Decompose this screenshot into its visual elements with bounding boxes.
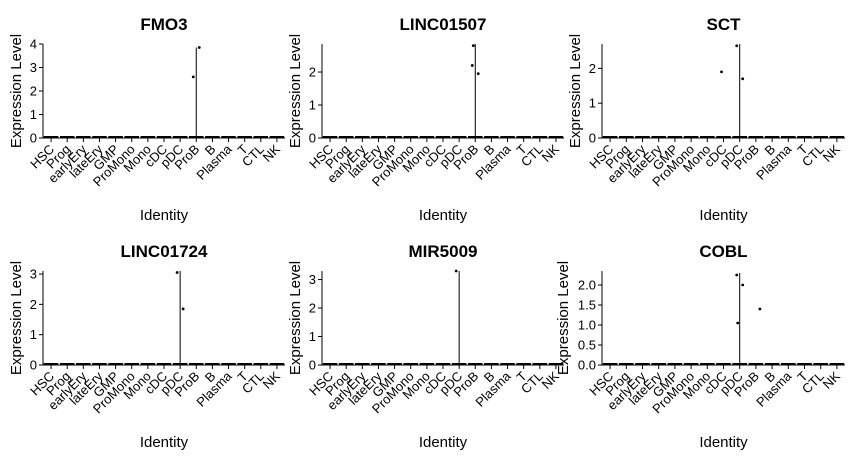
y-tick-label: 1.5: [578, 298, 596, 313]
y-axis-title: Expression Level: [287, 34, 304, 148]
y-tick-label: 2: [309, 301, 316, 316]
y-tick-label: 0: [30, 131, 37, 146]
y-tick-label: 1: [309, 329, 316, 344]
data-point: [197, 46, 201, 49]
x-tick-label: NK: [260, 141, 284, 165]
y-tick-label: 0: [309, 131, 316, 146]
x-axis-title: Identity: [419, 434, 468, 451]
data-point: [735, 273, 739, 277]
panel-title: LINC01724: [121, 242, 208, 261]
y-tick-label: 2: [30, 84, 37, 99]
x-tick-label: Plasma: [472, 141, 514, 183]
y-tick-label: 2: [30, 297, 37, 312]
x-tick-label: Plasma: [193, 368, 235, 410]
x-axis-title: Identity: [140, 434, 189, 451]
y-tick-label: 3: [309, 272, 316, 287]
x-tick-label: NK: [820, 368, 844, 392]
y-tick-label: 2.0: [578, 278, 596, 293]
y-tick-label: 4: [30, 37, 37, 52]
y-tick-label: 3: [30, 60, 37, 75]
data-point: [471, 44, 475, 48]
y-tick-label: 2: [309, 65, 316, 80]
y-axis-title: Expression Level: [555, 261, 572, 375]
data-point: [181, 307, 185, 311]
y-tick-label: 0: [30, 358, 37, 373]
x-axis-title: Identity: [140, 207, 189, 224]
x-tick-label: NK: [539, 141, 563, 165]
data-point: [741, 283, 745, 287]
y-tick-label: 0: [589, 131, 596, 146]
x-tick-label: NK: [260, 368, 284, 392]
x-tick-label: NK: [820, 141, 844, 165]
y-tick-label: 1: [30, 327, 37, 342]
panel-title: MIR5009: [409, 242, 478, 261]
y-tick-label: 0: [309, 358, 316, 373]
y-tick-label: 0.0: [578, 358, 596, 373]
data-point: [476, 72, 480, 76]
y-axis-title: Expression Level: [8, 34, 25, 148]
x-tick-label: Plasma: [472, 368, 514, 410]
data-point: [191, 75, 195, 79]
data-point: [741, 77, 745, 81]
x-axis-title: Identity: [699, 207, 748, 224]
y-tick-label: 1: [589, 96, 596, 111]
data-point: [735, 44, 739, 48]
y-tick-label: 1: [309, 98, 316, 113]
panel-title: LINC01507: [400, 15, 487, 34]
x-axis-title: Identity: [419, 207, 468, 224]
y-axis-title: Expression Level: [8, 261, 25, 375]
y-tick-label: 3: [30, 267, 37, 282]
data-point: [470, 64, 474, 67]
panel-title: FMO3: [140, 15, 187, 34]
data-point: [758, 307, 762, 311]
x-axis-title: Identity: [699, 434, 748, 451]
data-point: [720, 70, 723, 74]
data-point: [175, 271, 179, 274]
x-tick-label: Plasma: [193, 141, 235, 183]
panel-title: SCT: [707, 15, 742, 34]
data-point: [454, 269, 458, 273]
y-axis-title: Expression Level: [287, 261, 304, 375]
y-axis-title: Expression Level: [567, 34, 584, 148]
y-tick-label: 1: [30, 107, 37, 122]
y-tick-label: 2: [589, 61, 596, 76]
x-tick-label: Plasma: [753, 368, 795, 410]
y-tick-label: 1.0: [578, 318, 596, 333]
y-tick-label: 0.5: [578, 338, 596, 353]
panel-title: COBL: [699, 242, 747, 261]
x-tick-label: Plasma: [753, 141, 795, 183]
data-point: [736, 321, 740, 325]
